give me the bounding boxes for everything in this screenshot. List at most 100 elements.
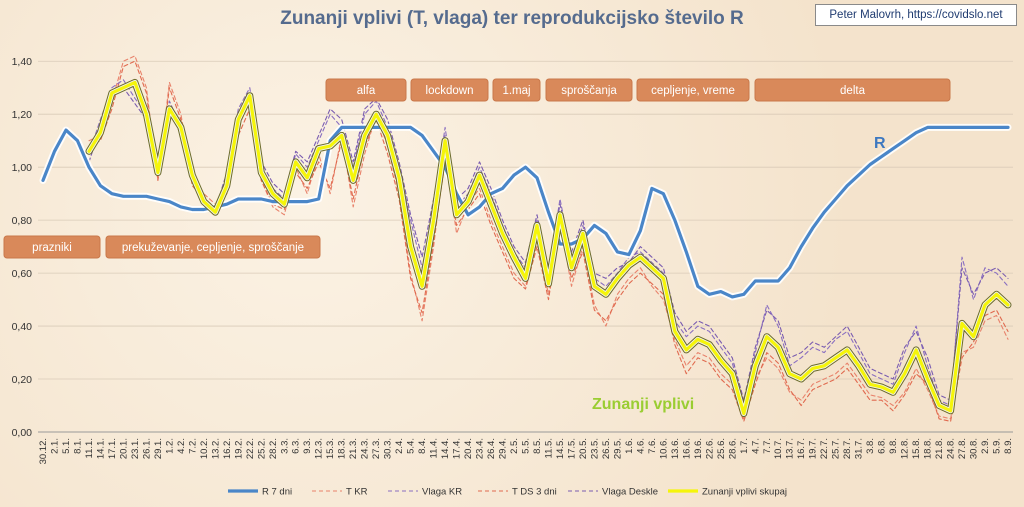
period-label: 1.maj	[502, 85, 530, 97]
x-tick-label: 29.1.	[153, 438, 164, 459]
x-tick-label: 13.6.	[670, 438, 681, 459]
period-box	[105, 235, 321, 259]
x-tick-label: 5.4.	[406, 438, 417, 454]
legend-label: T KR	[346, 487, 368, 498]
period-box	[754, 78, 951, 102]
legend-label: Vlaga Deskle	[602, 487, 658, 498]
x-tick-label: 27.3.	[371, 438, 382, 459]
x-tick-label: 5.5.	[521, 438, 532, 454]
zunanji-series-label: Zunanji vplivi	[592, 396, 694, 413]
x-tick-label: 16.6.	[681, 438, 692, 459]
x-tick-label: 16.2.	[222, 438, 233, 459]
x-tick-label: 14.5.	[555, 438, 566, 459]
x-tick-label: 9.8.	[888, 438, 899, 454]
y-tick-label: 1,00	[12, 162, 33, 174]
x-tick-label: 27.8.	[957, 438, 968, 459]
x-tick-label: 8.5.	[532, 438, 543, 454]
x-axis: 30.12. 2.1. 5.1. 8.1. 11.1. 14.1. 17.1. 20.1. 23…	[38, 438, 1014, 464]
x-tick-label: 1.7.	[739, 438, 750, 454]
x-tick-label: 10.6.	[658, 438, 669, 459]
period-label: cepljenje, vreme	[651, 85, 735, 97]
x-tick-label: 31.7.	[854, 438, 865, 459]
x-tick-label: 6.8.	[877, 438, 888, 454]
x-tick-label: 13.7.	[785, 438, 796, 459]
x-tick-label: 19.2.	[233, 438, 244, 459]
x-tick-label: 11.1.	[84, 438, 95, 458]
x-tick-label: 3.3.	[279, 438, 290, 454]
x-tick-label: 2.1.	[49, 438, 60, 454]
x-tick-label: 20.5.	[578, 438, 589, 459]
x-tick-label: 2.4.	[394, 438, 405, 454]
legend-label: Vlaga KR	[422, 487, 462, 498]
series-lines	[39, 55, 1012, 422]
x-tick-label: 30.12.	[38, 438, 49, 464]
x-tick-label: 1.6.	[624, 438, 635, 454]
x-tick-label: 25.7.	[831, 438, 842, 459]
x-tick-label: 28.6.	[727, 438, 738, 459]
period-box	[410, 78, 489, 102]
x-tick-label: 8.4.	[417, 438, 428, 454]
period-box	[492, 78, 541, 102]
x-tick-label: 21.3.	[348, 438, 359, 459]
series-line	[41, 125, 1010, 299]
x-tick-label: 4.6.	[635, 438, 646, 454]
x-tick-label: 17.5.	[566, 438, 577, 459]
period-label: sproščanja	[561, 85, 617, 97]
x-tick-label: 22.6.	[704, 438, 715, 459]
period-label: delta	[840, 85, 866, 97]
period-label: lockdown	[426, 85, 474, 97]
x-tick-label: 30.8.	[969, 438, 980, 459]
x-tick-label: 20.1.	[118, 438, 129, 459]
annotations: R Zunanji vplivi	[592, 135, 886, 413]
x-tick-label: 7.7.	[762, 438, 773, 454]
x-tick-label: 10.7.	[773, 438, 784, 459]
x-tick-label: 9.3.	[302, 438, 313, 454]
x-tick-label: 23.4.	[475, 438, 486, 459]
x-tick-label: 8.9.	[1003, 438, 1014, 454]
period-label: prekuževanje, cepljenje, sproščanje	[122, 242, 304, 254]
x-tick-label: 13.2.	[210, 438, 221, 459]
x-tick-label: 26.4.	[486, 438, 497, 459]
y-tick-label: 0,00	[12, 427, 33, 439]
credit-box: Peter Malovrh, https://covidslo.net	[815, 4, 1017, 26]
x-tick-label: 21.8.	[934, 438, 945, 459]
period-labels: alfa lockdown 1.maj sproščanja cepljenje, vr…	[3, 78, 951, 259]
x-tick-label: 23.5.	[589, 438, 600, 459]
x-tick-label: 3.8.	[865, 438, 876, 454]
legend: R 7 dni T KR Vlaga KR T DS 3 dni Vlaga Deskl…	[228, 487, 787, 498]
x-tick-label: 8.1.	[72, 438, 83, 454]
x-tick-label: 12.8.	[900, 438, 911, 459]
x-tick-label: 7.6.	[647, 438, 658, 454]
x-tick-label: 5.1.	[61, 438, 72, 454]
y-tick-label: 1,20	[12, 109, 33, 121]
x-tick-label: 14.4.	[440, 438, 451, 459]
x-tick-label: 16.7.	[796, 438, 807, 459]
x-tick-label: 28.2.	[268, 438, 279, 459]
x-tick-label: 30.3.	[383, 438, 394, 459]
period-label: prazniki	[32, 242, 72, 254]
y-tick-label: 0,40	[12, 321, 33, 333]
x-tick-label: 24.3.	[360, 438, 371, 459]
x-tick-label: 22.7.	[819, 438, 830, 459]
x-tick-label: 28.7.	[842, 438, 853, 459]
x-tick-label: 1.2.	[164, 438, 175, 454]
x-tick-label: 11.5.	[543, 438, 554, 458]
y-tick-label: 0,60	[12, 268, 33, 280]
legend-label: T DS 3 dni	[512, 487, 557, 498]
x-tick-label: 25.2.	[256, 438, 267, 459]
period-box	[325, 78, 407, 102]
period-box	[3, 235, 101, 259]
x-tick-label: 18.8.	[923, 438, 934, 459]
x-tick-label: 26.1.	[141, 438, 152, 459]
chart-title: Zunanji vplivi (T, vlaga) ter reprodukci…	[280, 8, 744, 29]
x-tick-label: 11.4.	[429, 438, 440, 458]
series-line	[88, 60, 1009, 422]
x-tick-label: 26.5.	[601, 438, 612, 459]
x-tick-label: 17.1.	[107, 438, 118, 459]
x-tick-label: 24.8.	[946, 438, 957, 459]
period-box	[636, 78, 750, 102]
x-tick-label: 19.7.	[808, 438, 819, 459]
x-tick-label: 23.1.	[130, 438, 141, 459]
x-tick-label: 19.6.	[693, 438, 704, 459]
